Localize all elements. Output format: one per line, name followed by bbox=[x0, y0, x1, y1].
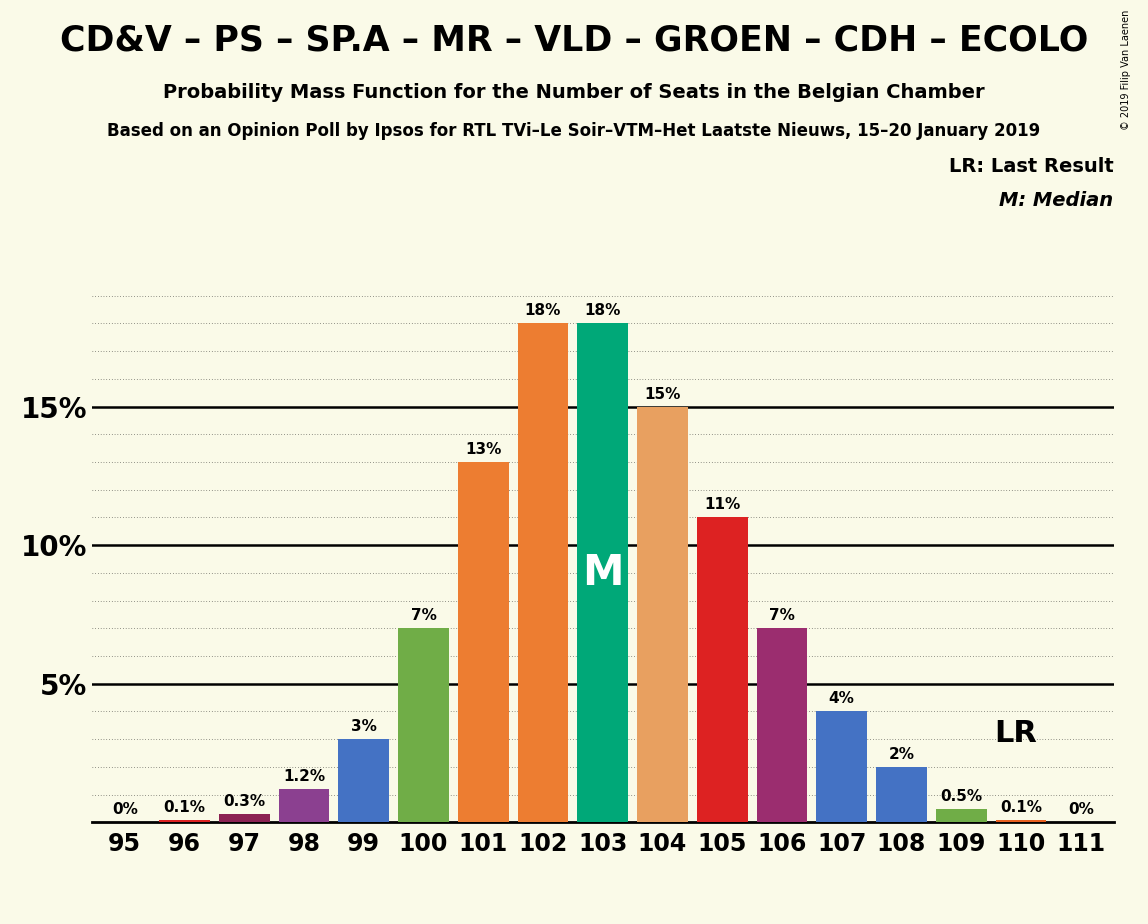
Text: 0.1%: 0.1% bbox=[1000, 799, 1042, 815]
Text: M: M bbox=[582, 552, 623, 594]
Text: 0.1%: 0.1% bbox=[163, 799, 205, 815]
Bar bbox=[936, 808, 986, 822]
Text: 1.2%: 1.2% bbox=[282, 769, 325, 784]
Bar bbox=[219, 814, 270, 822]
Text: 0%: 0% bbox=[1068, 802, 1094, 818]
Text: Based on an Opinion Poll by Ipsos for RTL TVi–Le Soir–VTM–Het Laatste Nieuws, 15: Based on an Opinion Poll by Ipsos for RT… bbox=[108, 122, 1040, 140]
Text: 0.3%: 0.3% bbox=[223, 794, 265, 809]
Bar bbox=[279, 789, 329, 822]
Bar bbox=[458, 462, 509, 822]
Text: 4%: 4% bbox=[829, 691, 854, 707]
Text: 18%: 18% bbox=[584, 303, 621, 319]
Text: 18%: 18% bbox=[525, 303, 561, 319]
Text: 0%: 0% bbox=[111, 802, 138, 818]
Bar bbox=[876, 767, 926, 822]
Bar bbox=[339, 739, 389, 822]
Text: Probability Mass Function for the Number of Seats in the Belgian Chamber: Probability Mass Function for the Number… bbox=[163, 83, 985, 103]
Text: LR: LR bbox=[994, 719, 1037, 748]
Text: LR: Last Result: LR: Last Result bbox=[948, 157, 1114, 176]
Bar bbox=[637, 407, 688, 822]
Text: M: Median: M: Median bbox=[1000, 191, 1114, 211]
Text: 15%: 15% bbox=[644, 386, 681, 402]
Text: 13%: 13% bbox=[465, 442, 502, 457]
Text: © 2019 Filip Van Laenen: © 2019 Filip Van Laenen bbox=[1120, 9, 1131, 129]
Text: 0.5%: 0.5% bbox=[940, 788, 983, 804]
Bar bbox=[995, 820, 1046, 822]
Text: 11%: 11% bbox=[704, 497, 740, 513]
Bar bbox=[160, 820, 210, 822]
Text: 2%: 2% bbox=[889, 747, 915, 762]
Bar bbox=[518, 323, 568, 822]
Bar bbox=[697, 517, 747, 822]
Bar bbox=[398, 628, 449, 822]
Text: 7%: 7% bbox=[411, 608, 436, 624]
Bar bbox=[757, 628, 807, 822]
Bar bbox=[816, 711, 867, 822]
Text: 3%: 3% bbox=[351, 719, 377, 735]
Bar bbox=[577, 323, 628, 822]
Text: CD&V – PS – SP.A – MR – VLD – GROEN – CDH – ECOLO: CD&V – PS – SP.A – MR – VLD – GROEN – CD… bbox=[60, 23, 1088, 57]
Text: 7%: 7% bbox=[769, 608, 794, 624]
